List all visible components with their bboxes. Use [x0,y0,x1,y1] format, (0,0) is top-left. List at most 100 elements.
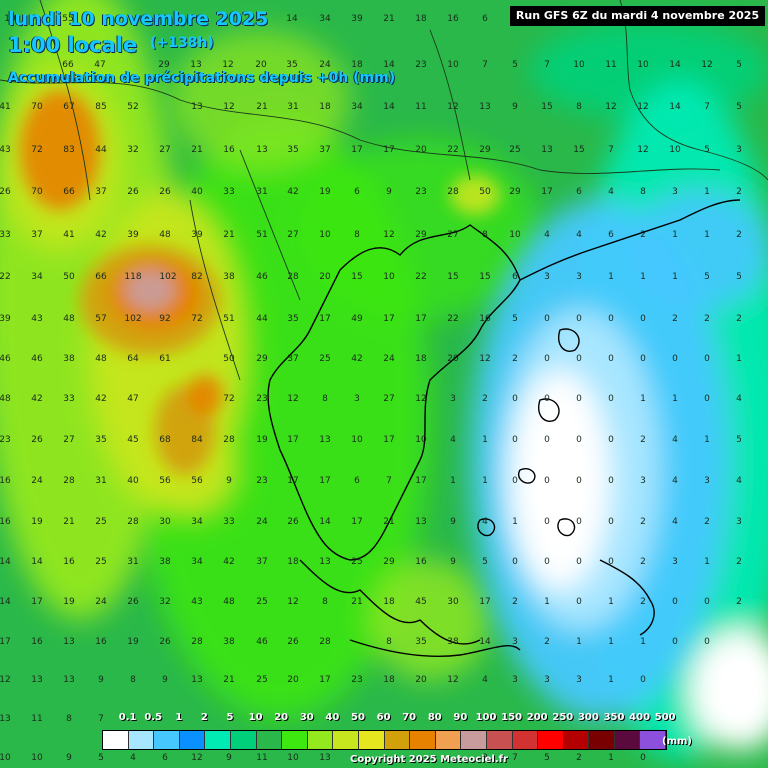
grid-value: 22 [447,314,459,324]
grid-value: 51 [256,230,268,240]
grid-value: 5 [736,435,742,445]
grid-value: 24 [95,597,107,607]
grid-value: 10 [573,60,585,70]
grid-value: 33 [0,230,11,240]
forecast-time: 1:00 locale [8,33,138,57]
grid-value: 2 [576,753,582,763]
grid-value: 43 [191,597,203,607]
grid-value: 13 [0,714,11,724]
grid-value: 12 [637,102,649,112]
legend-label: 0.1 [118,712,137,723]
grid-value: 21 [256,102,268,112]
grid-value: 2 [640,597,646,607]
grid-value: 37 [95,187,107,197]
legend-label: 500 [654,712,676,723]
grid-value: 10 [4,14,16,24]
grid-value: 1 [482,435,488,445]
grid-value: 20 [255,60,267,70]
grid-value: 14 [31,557,43,567]
grid-value: 17 [541,187,553,197]
grid-value: 2 [544,637,550,647]
grid-value: 50 [223,354,235,364]
grid-value: 24 [319,60,331,70]
grid-value: 72 [31,145,43,155]
grid-value: 21 [223,675,235,685]
grid-value: 3 [512,637,518,647]
grid-value: 0 [576,597,582,607]
grid-value: 4 [130,753,136,763]
grid-value: 12 [287,597,299,607]
grid-value: 28 [127,517,139,527]
grid-value: 84 [191,435,203,445]
grid-value: 27 [63,435,75,445]
grid-value: 10 [637,60,649,70]
grid-value: 12 [701,60,713,70]
grid-value: 38 [447,637,459,647]
grid-value: 16 [0,476,11,486]
grid-value: 30 [447,597,459,607]
grid-value: 16 [0,517,11,527]
grid-value: 12 [447,102,459,112]
grid-value: 5 [98,753,104,763]
grid-value: 48 [63,314,75,324]
grid-value: 5 [512,60,518,70]
grid-value: 4 [736,394,742,404]
grid-value: 13 [190,60,202,70]
grid-value: 4 [482,675,488,685]
grid-value: 56 [191,476,203,486]
grid-value: 0 [704,354,710,364]
grid-value: 4 [482,517,488,527]
legend-swatch [282,731,308,749]
grid-value: 10 [31,753,43,763]
grid-value: 21 [63,517,75,527]
grid-value: 10 [509,230,521,240]
grid-value: 18 [287,557,299,567]
grid-value: 32 [127,145,139,155]
grid-value: 38 [63,354,75,364]
legend-swatch [103,731,129,749]
grid-value: 16 [95,637,107,647]
grid-value: 5 [704,272,710,282]
grid-value: 39 [351,14,363,24]
legend-swatch [358,731,385,749]
grid-value: 47 [127,394,139,404]
grid-value: 52 [127,102,139,112]
legend-label: 60 [376,712,391,723]
grid-value: 42 [95,230,107,240]
grid-value: 0 [576,435,582,445]
legend-swatch [563,731,590,749]
legend-swatch [512,731,539,749]
grid-value: 9 [512,102,518,112]
grid-value: 2 [640,230,646,240]
legend-swatch [384,731,411,749]
grid-value: 10 [383,272,395,282]
legend-swatch [640,731,667,749]
grid-value: 25 [256,675,268,685]
grid-value: 9 [386,187,392,197]
grid-value: 1 [608,753,614,763]
grid-value: 1 [672,272,678,282]
legend-label: 10 [248,712,263,723]
legend-swatch [461,731,487,749]
grid-value: 34 [351,102,363,112]
grid-value: 0 [544,394,550,404]
grid-value: 66 [95,272,107,282]
legend-swatch [256,731,283,749]
grid-value: 6 [162,753,168,763]
grid-value: 12 [0,675,11,685]
legend-swatch [538,731,564,749]
grid-value: 0 [512,435,518,445]
grid-value: 43 [31,314,43,324]
grid-value: 3 [576,272,582,282]
legend-swatch [614,731,641,749]
grid-value: 39 [0,314,11,324]
grid-value: 70 [31,187,43,197]
grid-value: 13 [319,435,331,445]
grid-value: 5 [512,314,518,324]
grid-value: 1 [576,637,582,647]
grid-value: 72 [223,394,235,404]
borders [0,0,768,381]
legend-label: 400 [629,712,651,723]
grid-value: 70 [31,102,43,112]
grid-value: 10 [669,145,681,155]
